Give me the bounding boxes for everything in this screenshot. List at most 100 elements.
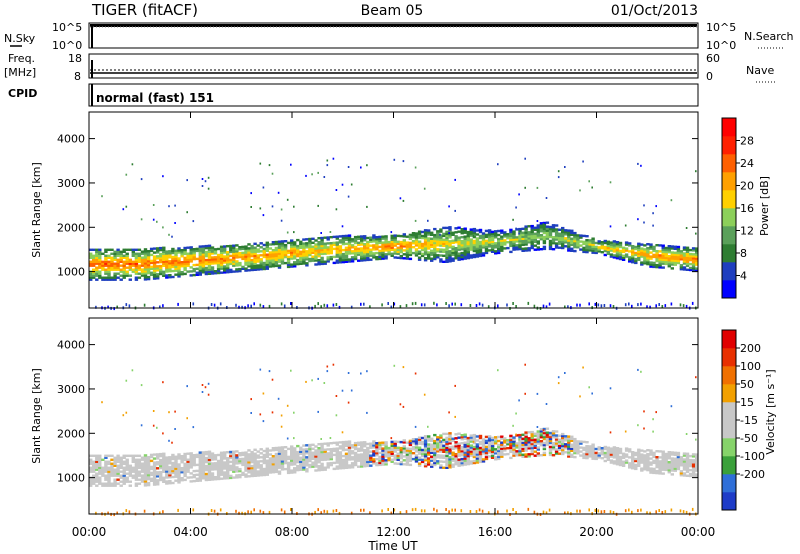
velocity-cell: [448, 438, 450, 441]
power-cell: [685, 268, 690, 271]
power-cell: [472, 255, 477, 259]
power-cell: [637, 258, 641, 261]
velocity-cell: [116, 466, 120, 469]
power-cell: [323, 248, 327, 251]
power-cell: [232, 256, 236, 259]
velocity-cell: [567, 449, 571, 452]
velocity-cell: [427, 457, 431, 460]
power-cell: [445, 256, 449, 259]
velocity-cell: [137, 472, 142, 475]
velocity-cell: [451, 457, 455, 460]
velocity-cell: [271, 467, 276, 470]
power-cell: [177, 251, 181, 254]
velocity-cell: [262, 420, 265, 423]
velocity-cell: [183, 470, 187, 474]
power-cell: [457, 244, 461, 247]
power-cell: [235, 270, 239, 273]
power-cell: [143, 272, 148, 275]
velocity-cell: [658, 472, 662, 475]
velocity-cell: [116, 470, 120, 473]
velocity-cell: [262, 469, 266, 473]
velocity-cell: [557, 382, 560, 385]
velocity-cell: [609, 431, 612, 434]
velocity-cell: [494, 456, 498, 459]
velocity-cell: [122, 460, 126, 463]
power-cell: [210, 272, 215, 275]
power-cell: [430, 243, 434, 246]
velocity-cell: [216, 475, 221, 479]
power-cell: [347, 258, 352, 261]
velocity-cell: [381, 451, 385, 454]
power-cell: [478, 250, 483, 254]
velocity-cell: [521, 455, 525, 458]
velocity-cell: [521, 443, 525, 446]
velocity-cell: [405, 459, 410, 462]
velocity-cell: [363, 451, 367, 454]
power-cell: [576, 240, 580, 243]
colorbar-segment: [722, 172, 736, 191]
velocity-cell: [140, 464, 145, 467]
velocity-cell: [609, 447, 614, 450]
power-cell: [162, 270, 166, 273]
velocity-cell: [384, 463, 388, 466]
velocity-colorbar-tick-label: -15: [740, 414, 758, 427]
velocity-cell: [277, 450, 282, 453]
velocity-cell: [448, 452, 452, 455]
velocity-cell: [104, 482, 108, 485]
velocity-cell: [588, 451, 592, 454]
power-cell: [125, 260, 129, 263]
velocity-cell: [637, 450, 641, 453]
velocity-cell: [201, 455, 206, 458]
velocity-cell: [518, 433, 522, 437]
power-cell: [296, 238, 300, 242]
power-cell: [341, 225, 344, 228]
power-cell: [277, 256, 282, 259]
velocity-cell: [204, 458, 209, 462]
velocity-cell: [457, 442, 461, 445]
velocity-cell: [350, 462, 355, 465]
power-cell: [661, 254, 665, 257]
power-cell: [347, 260, 352, 263]
velocity-cell: [497, 443, 501, 447]
velocity-cell: [293, 471, 297, 474]
power-cell: [500, 231, 504, 234]
velocity-cell: [576, 450, 580, 453]
velocity-cell: [332, 441, 336, 445]
velocity-cell: [628, 464, 632, 467]
power-cell: [457, 256, 461, 259]
power-cell: [189, 266, 193, 269]
power-cell: [603, 249, 607, 253]
power-cell: [317, 249, 321, 252]
power-cell: [433, 241, 437, 245]
power-cell: [396, 250, 400, 253]
power-cell: [335, 261, 339, 264]
velocity-cell: [353, 443, 358, 447]
velocity-cell: [691, 453, 696, 456]
power-cell: [658, 262, 662, 265]
velocity-cell: [210, 458, 215, 461]
velocity-cell: [159, 452, 163, 456]
power-cell: [646, 259, 650, 262]
power-cell: [131, 260, 135, 263]
velocity-cell: [171, 453, 175, 457]
power-cell: [637, 242, 641, 245]
power-cell: [591, 186, 593, 189]
power-cell: [688, 254, 693, 258]
power-cell: [405, 257, 410, 260]
velocity-cell: [390, 444, 394, 447]
velocity-cell: [317, 465, 321, 468]
power-cell: [265, 241, 269, 244]
power-cell: [216, 261, 221, 265]
velocity-cell: [223, 455, 227, 458]
velocity-cell: [198, 477, 202, 480]
velocity-cell: [561, 436, 565, 440]
power-cell: [290, 251, 294, 254]
power-cell: [232, 264, 236, 267]
velocity-cell: [445, 446, 449, 449]
velocity-cell: [487, 445, 492, 448]
power-cell: [667, 261, 671, 264]
velocity-cell: [250, 464, 254, 468]
power-cell: [92, 274, 96, 277]
velocity-cell: [515, 412, 517, 415]
power-cell: [497, 229, 501, 233]
